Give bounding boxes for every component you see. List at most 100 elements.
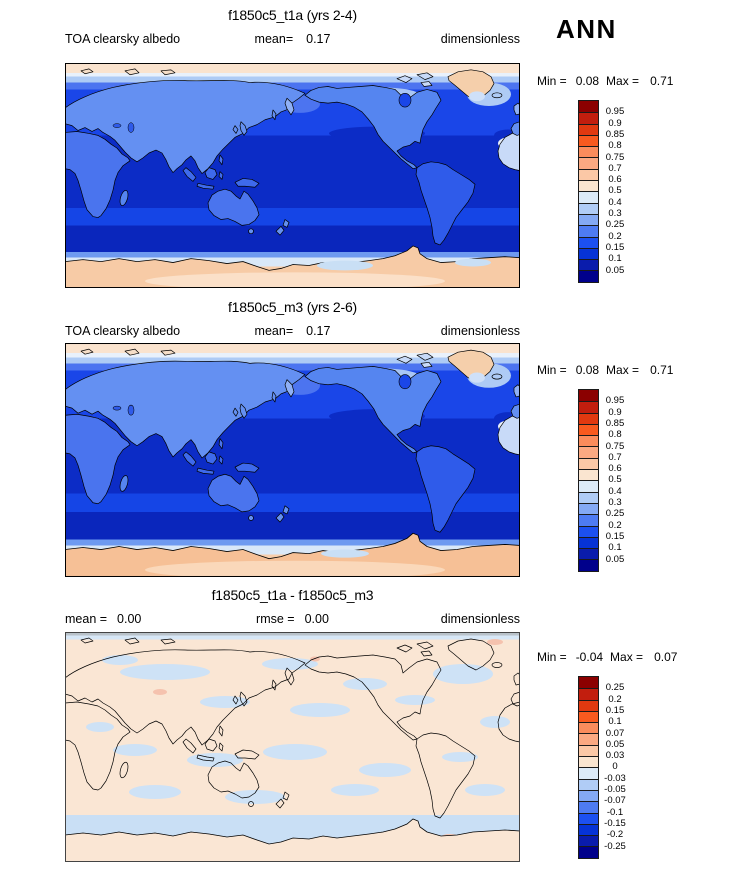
arctic-blue-band xyxy=(65,635,520,640)
colorbar-segment xyxy=(579,168,598,181)
colorbar-segment xyxy=(579,710,598,723)
map-case2 xyxy=(65,343,520,577)
colorbar-tick-label: 0.6 xyxy=(608,174,622,186)
panel2-title: f1850c5_m3 (yrs 2-6) xyxy=(227,299,358,315)
colorbar-tick-label: -0.1 xyxy=(606,806,624,818)
colorbar-tick-label: -0.03 xyxy=(604,772,626,784)
season-label: ANN xyxy=(556,14,617,44)
colorbar-tick-label: 0.2 xyxy=(608,230,622,242)
max-label: Max = xyxy=(610,650,644,664)
colorbar-segment xyxy=(579,112,598,124)
colorbar-segment xyxy=(579,559,598,571)
mean-label: mean= xyxy=(254,32,294,46)
map-frame xyxy=(65,63,520,288)
colorbar-segment xyxy=(579,191,598,203)
map-case1 xyxy=(65,63,520,288)
panel1-header-row: TOA clearsky albedo mean= 0.17 dimensionl… xyxy=(65,32,520,46)
colorbar-tick-label: 0.9 xyxy=(608,117,622,129)
colorbar-segment xyxy=(579,157,598,169)
colorbar-segment xyxy=(579,525,598,537)
colorbar-tick-label: 0.3 xyxy=(608,497,622,508)
colorbar-tick-label: -0.05 xyxy=(604,784,626,795)
colorbar-segment xyxy=(579,733,598,745)
antarctica-interior xyxy=(145,560,445,577)
colorbar-tick-label: 0.9 xyxy=(608,406,622,418)
mean-value: 0.00 xyxy=(117,612,142,626)
colorbar-segment xyxy=(579,225,598,237)
colorbar-tick-label: 0.15 xyxy=(605,241,625,253)
panel1-mean-stat: mean= 0.17 xyxy=(217,32,369,46)
min-label: Min = xyxy=(537,74,567,88)
colorbar-tick-label: 0.5 xyxy=(608,474,622,486)
panel3-units-label: dimensionless xyxy=(440,612,521,626)
colorbar-segment xyxy=(579,480,598,492)
colorbar-segment xyxy=(579,835,598,847)
mean-value: 0.17 xyxy=(306,324,331,338)
antarctica-interior xyxy=(145,272,445,288)
rmse-label: rmse = xyxy=(256,612,295,626)
max-value: 0.07 xyxy=(654,650,678,664)
mean-label: mean= xyxy=(254,324,294,338)
colorbar-segment xyxy=(579,401,598,413)
map-case1-svg xyxy=(65,63,520,288)
colorbar-tick-label: -0.25 xyxy=(604,840,626,852)
rmse-value: 0.00 xyxy=(304,612,329,626)
black-sea xyxy=(112,123,122,128)
hudson-bay xyxy=(398,93,412,108)
colorbar-tick-label: 0.8 xyxy=(608,429,622,441)
colorbar-tick-label: 0.25 xyxy=(605,219,625,231)
colorbar-segment xyxy=(579,514,598,526)
colorbar-segment xyxy=(579,722,598,734)
panel2-minmax: Min = 0.08 Max = 0.71 xyxy=(537,363,673,377)
panel3-mean-stat: mean = 0.00 xyxy=(65,612,217,626)
colorbar-segment xyxy=(579,259,598,271)
colorbar-segment xyxy=(579,789,598,802)
colorbar-segment xyxy=(579,767,598,779)
colorbar-segment xyxy=(579,123,598,135)
colorbar-tick-label: 0 xyxy=(612,761,618,773)
colorbar-tick-label: 0.4 xyxy=(608,196,622,208)
map-frame xyxy=(65,343,520,577)
caspian-sea xyxy=(127,122,135,133)
max-value: 0.71 xyxy=(650,363,674,377)
panel3-title: f1850c5_t1a - f1850c5_m3 xyxy=(211,587,374,603)
panel1-variable-label: TOA clearsky albedo xyxy=(65,32,181,46)
colorbar-tick-label: 0.75 xyxy=(605,440,625,452)
colorbar-tick-label: 0.1 xyxy=(608,253,622,265)
hudson-bay xyxy=(398,374,412,390)
colorbar-segment xyxy=(579,146,598,158)
top-gray-strip xyxy=(65,632,520,636)
colorbar-segment xyxy=(579,778,598,790)
colorbar-segment xyxy=(579,491,598,503)
colorbar-tick-label: 0.05 xyxy=(605,738,625,750)
colorbar-segment xyxy=(579,688,598,700)
panel1-minmax: Min = 0.08 Max = 0.71 xyxy=(537,74,673,88)
colorbar-tick-label: 0.15 xyxy=(605,530,625,542)
colorbar-segment xyxy=(579,756,598,768)
greenland-tip-patch xyxy=(469,91,485,102)
min-label: Min = xyxy=(537,650,567,664)
colorbar-segment xyxy=(579,435,598,447)
colorbar-segment xyxy=(579,134,598,147)
panel3-minmax: Min = -0.04 Max = 0.07 xyxy=(537,650,677,664)
colorbar-tick-label: 0.25 xyxy=(605,508,625,520)
panel2-header-row: TOA clearsky albedo mean= 0.17 dimensionl… xyxy=(65,324,520,338)
greenland-tip-patch xyxy=(469,372,485,383)
colorbar-segment xyxy=(579,548,598,560)
colorbar-tick-label: 0.7 xyxy=(608,451,622,463)
map-difference-svg xyxy=(65,632,520,862)
colorbar-bar xyxy=(578,100,599,283)
antarctic-blue-patch xyxy=(455,258,491,267)
colorbar-segment xyxy=(579,823,598,836)
colorbar-tick-label: 0.15 xyxy=(605,704,625,716)
min-value: -0.04 xyxy=(575,650,604,664)
colorbar-tick-label: 0.85 xyxy=(605,128,625,140)
min-label: Min = xyxy=(537,363,567,377)
max-label: Max = xyxy=(606,74,640,88)
colorbar-tick-label: 0.7 xyxy=(608,162,622,174)
map-difference xyxy=(65,632,520,862)
colorbar-tick-label: 0.95 xyxy=(605,106,625,118)
colorbar-segment xyxy=(579,457,598,470)
colorbar-tick-label: 0.05 xyxy=(605,553,625,565)
colorbar-segment xyxy=(579,846,598,858)
